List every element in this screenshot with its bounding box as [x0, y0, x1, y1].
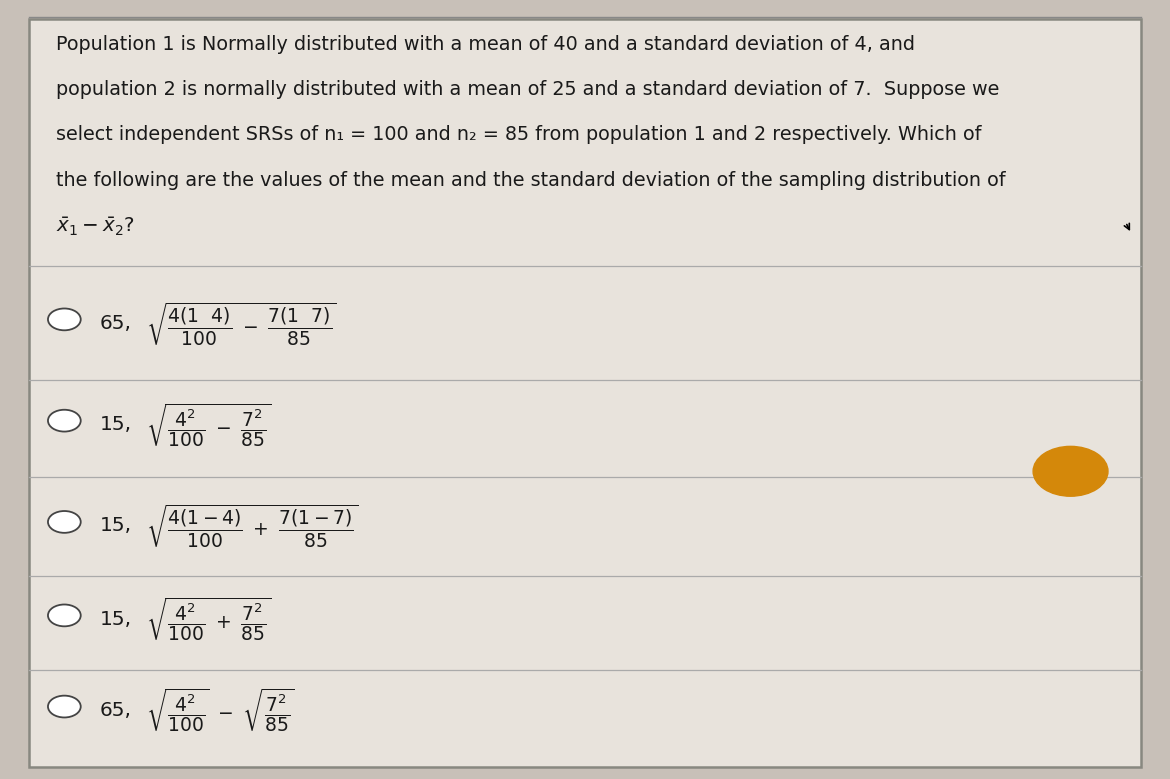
Text: $\sqrt{\dfrac{4(1-4)}{100}\ +\ \dfrac{7(1-7)}{85}}$: $\sqrt{\dfrac{4(1-4)}{100}\ +\ \dfrac{7(… — [146, 502, 359, 549]
Circle shape — [48, 511, 81, 533]
Text: $\sqrt{\dfrac{4^2}{100}\ +\ \dfrac{7^2}{85}}$: $\sqrt{\dfrac{4^2}{100}\ +\ \dfrac{7^2}{… — [146, 595, 271, 643]
Text: population 2 is normally distributed with a mean of 25 and a standard deviation : population 2 is normally distributed wit… — [56, 80, 999, 99]
Text: the following are the values of the mean and the standard deviation of the sampl: the following are the values of the mean… — [56, 171, 1006, 189]
Text: $\sqrt{\dfrac{4^2}{100}}\ -\ \sqrt{\dfrac{7^2}{85}}$: $\sqrt{\dfrac{4^2}{100}}\ -\ \sqrt{\dfra… — [146, 686, 295, 735]
Text: $\sqrt{\dfrac{4(1\ \ 4)}{100}\ -\ \dfrac{7(1\ \ 7)}{85}}$: $\sqrt{\dfrac{4(1\ \ 4)}{100}\ -\ \dfrac… — [146, 300, 337, 347]
Circle shape — [48, 410, 81, 432]
Text: 15,: 15, — [99, 415, 131, 434]
Text: Population 1 is Normally distributed with a mean of 40 and a standard deviation : Population 1 is Normally distributed wit… — [56, 35, 915, 54]
Circle shape — [1033, 446, 1108, 496]
Circle shape — [48, 605, 81, 626]
Text: $\bar{x}_1 - \bar{x}_2$?: $\bar{x}_1 - \bar{x}_2$? — [56, 216, 135, 238]
FancyBboxPatch shape — [29, 19, 1141, 767]
Text: $\sqrt{\dfrac{4^2}{100}\ -\ \dfrac{7^2}{85}}$: $\sqrt{\dfrac{4^2}{100}\ -\ \dfrac{7^2}{… — [146, 400, 271, 449]
Text: 65,: 65, — [99, 701, 131, 720]
Text: 65,: 65, — [99, 314, 131, 333]
Circle shape — [48, 308, 81, 330]
Circle shape — [48, 696, 81, 717]
Text: select independent SRSs of n₁ = 100 and n₂ = 85 from population 1 and 2 respecti: select independent SRSs of n₁ = 100 and … — [56, 125, 982, 144]
Text: 15,: 15, — [99, 610, 131, 629]
Text: 15,: 15, — [99, 516, 131, 535]
